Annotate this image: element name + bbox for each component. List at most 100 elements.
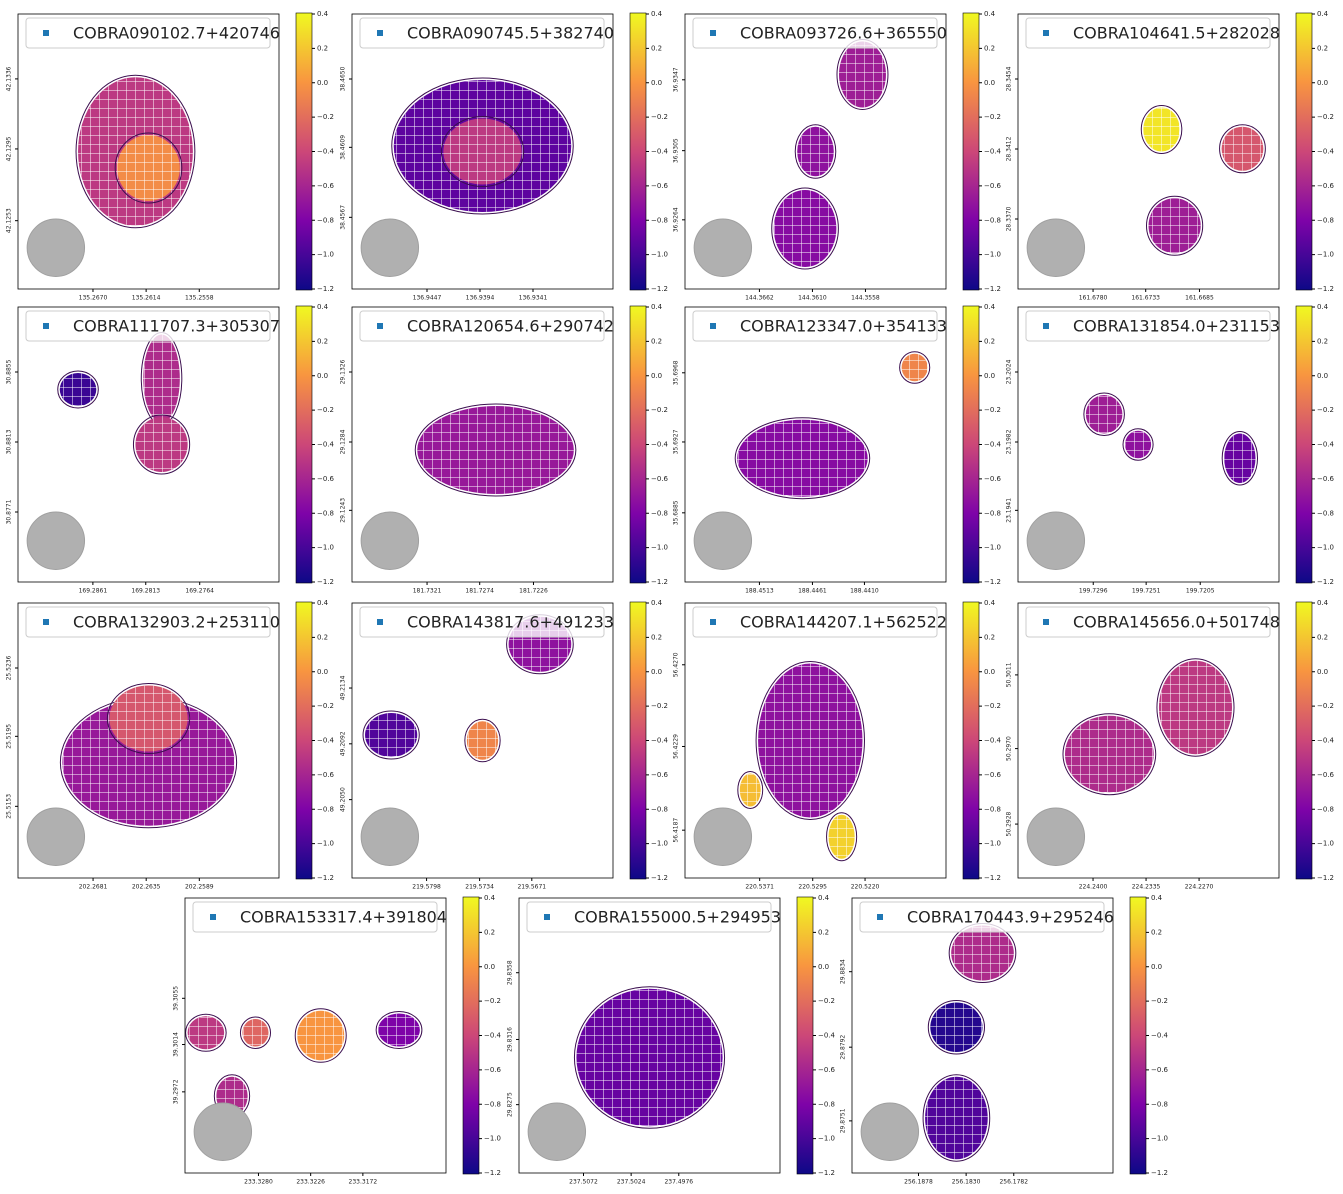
colorbar-tick-label: −1.0 bbox=[484, 1135, 501, 1143]
colorbar-tick-label: 0.0 bbox=[1317, 372, 1328, 380]
y-tick-label: 39.3055 bbox=[173, 986, 180, 1011]
x-tick-label: 188.4410 bbox=[850, 588, 879, 595]
y-tick-label: 29.8358 bbox=[507, 960, 514, 985]
pixel-grid bbox=[1085, 395, 1123, 434]
colorbar-tick-label: −0.8 bbox=[984, 509, 1001, 517]
y-tick-label: 30.8771 bbox=[6, 499, 13, 524]
colorbar-tick-label: 0.0 bbox=[1317, 668, 1328, 676]
pixel-grid bbox=[758, 663, 863, 818]
legend-box bbox=[359, 310, 605, 342]
colorbar-tick-label: 0.2 bbox=[484, 928, 495, 936]
legend-label: COBRA145656.0+501748 bbox=[1073, 613, 1280, 632]
y-tick-label: 49.2134 bbox=[340, 675, 347, 700]
contour bbox=[75, 74, 196, 229]
contour bbox=[737, 771, 764, 809]
legend-label: COBRA111707.3+305307 bbox=[73, 317, 280, 336]
pixel-grid bbox=[576, 988, 723, 1127]
legend-marker bbox=[710, 619, 716, 625]
x-tick-label: 233.3226 bbox=[296, 1179, 325, 1186]
legend-label: COBRA120654.6+290742 bbox=[407, 317, 614, 336]
colorbar-tick-label: −0.4 bbox=[317, 148, 335, 156]
colorbar-tick-label: −1.2 bbox=[317, 578, 334, 586]
colorbar-tick-label: −1.2 bbox=[1317, 874, 1334, 882]
x-tick-label: 224.2270 bbox=[1185, 884, 1214, 891]
panel: 136.9447 136.9394 136.9341 38.4650 38.4609 38… bbox=[340, 10, 669, 302]
axes-frame bbox=[684, 13, 947, 290]
legend-label: COBRA104641.5+282028 bbox=[1073, 24, 1280, 43]
contour bbox=[1146, 195, 1204, 256]
colorbar-tick-label: −1.2 bbox=[1317, 578, 1334, 586]
colorbar-tick-label: 0.4 bbox=[1317, 10, 1329, 18]
x-tick-label: 169.2861 bbox=[79, 588, 108, 595]
legend-marker bbox=[710, 323, 716, 329]
colorbar-tick-label: 0.0 bbox=[484, 963, 495, 971]
y-tick-label: 29.1326 bbox=[340, 359, 347, 384]
legend-box bbox=[526, 901, 772, 933]
x-tick-label: 169.2764 bbox=[185, 588, 214, 595]
pixel-grid bbox=[443, 118, 522, 185]
pixel-grid bbox=[1125, 430, 1152, 459]
contour bbox=[1156, 658, 1235, 757]
legend-box bbox=[1025, 310, 1271, 342]
legend-label: COBRA131854.0+231153 bbox=[1073, 317, 1280, 336]
y-tick-label: 36.9347 bbox=[673, 67, 680, 92]
pixel-grid bbox=[1224, 433, 1256, 483]
colorbar-tick-label: −0.4 bbox=[651, 737, 669, 745]
axes-frame bbox=[351, 306, 614, 583]
colorbar bbox=[295, 12, 313, 291]
x-tick-label: 202.2635 bbox=[132, 884, 161, 891]
contour bbox=[771, 187, 839, 270]
x-tick-label: 220.5295 bbox=[798, 884, 827, 891]
colorbar-tick-label: −0.6 bbox=[651, 182, 669, 190]
colorbar-tick-label: 0.0 bbox=[651, 668, 662, 676]
pixel-grid bbox=[930, 1002, 983, 1052]
colorbar-tick-label: −1.2 bbox=[651, 285, 668, 293]
x-tick-label: 161.6685 bbox=[1185, 295, 1214, 302]
legend-label: COBRA144207.1+562522 bbox=[740, 613, 947, 632]
x-tick-label: 181.7274 bbox=[465, 588, 494, 595]
x-tick-label: 220.5220 bbox=[851, 884, 880, 891]
x-tick-label: 224.2335 bbox=[1132, 884, 1161, 891]
colorbar bbox=[1295, 305, 1313, 584]
colorbar-tick-label: 0.4 bbox=[984, 303, 996, 311]
legend-label: COBRA155000.5+294953 bbox=[574, 908, 781, 927]
colorbar-tick-label: 0.2 bbox=[317, 633, 328, 641]
colorbar-tick-label: −0.2 bbox=[651, 406, 668, 414]
colorbar-tick-label: 0.0 bbox=[317, 372, 328, 380]
contour bbox=[114, 132, 183, 204]
contour bbox=[1219, 124, 1266, 174]
colorbar-tick-label: −1.2 bbox=[484, 1169, 501, 1177]
colorbar-tick-label: −0.8 bbox=[1317, 509, 1334, 517]
pixel-grid bbox=[951, 925, 1014, 981]
y-tick-label: 25.5236 bbox=[6, 655, 13, 680]
legend-label: COBRA143817.6+491233 bbox=[407, 613, 614, 632]
y-tick-label: 39.2972 bbox=[173, 1079, 180, 1104]
pixel-grid bbox=[901, 353, 928, 382]
colorbar-tick-label: 0.0 bbox=[818, 963, 829, 971]
panel: 199.7296 199.7251 199.7205 23.2024 23.1982 23… bbox=[1006, 303, 1335, 595]
contour bbox=[899, 351, 931, 384]
y-tick-label: 35.6968 bbox=[673, 360, 680, 385]
panel: 144.3662 144.3610 144.3558 36.9347 36.9305 36… bbox=[673, 10, 1002, 302]
y-tick-label: 50.3011 bbox=[1006, 662, 1013, 687]
axes-frame bbox=[684, 602, 947, 879]
x-tick-label: 188.4513 bbox=[745, 588, 774, 595]
colorbar-tick-label: −0.4 bbox=[984, 441, 1002, 449]
axes-frame bbox=[1017, 13, 1280, 290]
x-tick-label: 256.1782 bbox=[999, 1179, 1028, 1186]
colorbar-tick-label: −0.6 bbox=[984, 475, 1002, 483]
legend-label: COBRA090745.5+382740 bbox=[407, 24, 614, 43]
y-tick-label: 29.8792 bbox=[840, 1035, 847, 1060]
colorbar bbox=[629, 601, 647, 880]
colorbar-tick-label: 0.0 bbox=[984, 79, 995, 87]
contour bbox=[106, 683, 191, 754]
colorbar-tick-label: −1.2 bbox=[984, 285, 1001, 293]
contour bbox=[1062, 713, 1157, 796]
y-tick-label: 35.6927 bbox=[673, 429, 680, 454]
contour bbox=[185, 1013, 227, 1052]
colorbar-tick-label: −0.6 bbox=[1317, 475, 1335, 483]
x-tick-label: 219.5734 bbox=[465, 884, 494, 891]
panel: 181.7321 181.7274 181.7226 29.1326 29.1284 29… bbox=[340, 303, 669, 595]
colorbar-tick-label: 0.4 bbox=[1151, 894, 1163, 902]
